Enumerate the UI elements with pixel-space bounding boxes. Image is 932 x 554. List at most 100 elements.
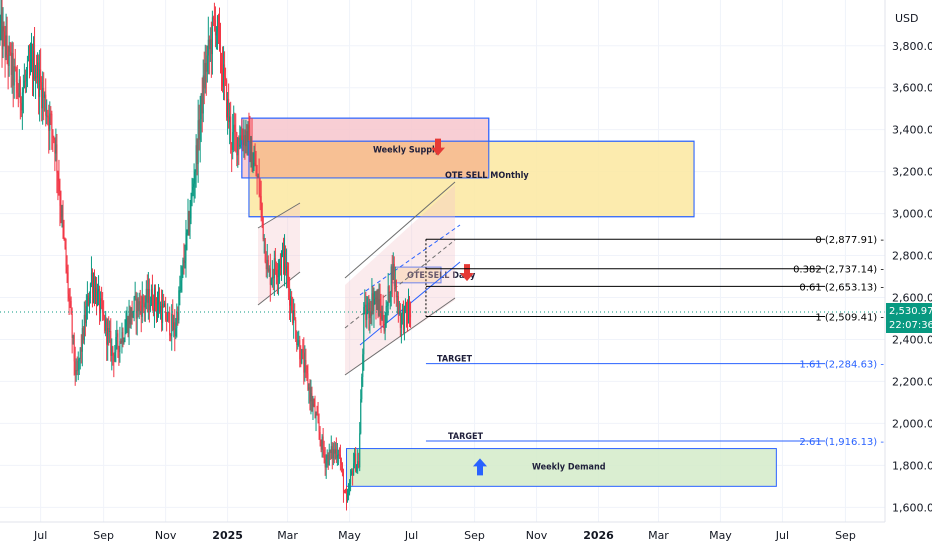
time-tick-label: 2025 (212, 529, 243, 542)
candle-body (0, 22, 1, 29)
candle-body (92, 283, 94, 294)
candlesticks (0, 0, 412, 511)
candle-body (327, 454, 329, 466)
candle-body (153, 288, 155, 311)
price-axis[interactable]: 3,800.00 3,600.00 3,400.00 3,200.00 3,000.00… (884, 0, 932, 522)
candle-body (391, 266, 393, 280)
candle-body (324, 455, 326, 468)
candle-body (326, 454, 328, 460)
candle-body (193, 183, 195, 188)
channel-line[interactable] (344, 181, 456, 279)
channel-line[interactable] (257, 271, 301, 306)
candle-body (284, 249, 286, 269)
price-tick-label: 2,400.00 (892, 333, 932, 346)
candle-body (168, 312, 170, 314)
candle-body (211, 17, 213, 55)
candle-body (363, 306, 365, 355)
target-label: TARGET (437, 355, 473, 365)
time-tick-label: Jul (404, 529, 418, 542)
candle-body (152, 307, 154, 311)
candle-body (59, 190, 61, 206)
candle-body (234, 124, 236, 131)
candle-body (133, 297, 135, 313)
candle-body (54, 140, 56, 154)
price-tick-label: 1,600.00 (892, 501, 932, 514)
candle-body (34, 50, 36, 79)
time-axis[interactable]: Jul Sep Nov 2025 Mar May Jul Sep Nov 2026 Mar May Ju… (0, 521, 885, 542)
candle-body (364, 304, 366, 307)
candle-body (166, 319, 168, 322)
candle-body (75, 370, 77, 375)
candle-body (237, 137, 239, 156)
candle-body (395, 280, 397, 298)
candle-body (5, 35, 7, 58)
fib-extension[interactable]: 0 (2,877.91) - 0.382 (2,737.14) - 0.61 (2,… (425, 235, 884, 448)
candle-body (172, 313, 174, 330)
candle-body (255, 163, 257, 176)
candle-body (398, 312, 400, 314)
candle-body (273, 258, 275, 279)
currency-label[interactable]: USD (895, 12, 919, 25)
candle-body (328, 449, 330, 466)
candle-body (60, 205, 62, 217)
candle-body (228, 99, 230, 123)
candle-body (159, 300, 161, 313)
candle-body (72, 335, 74, 338)
candle-body (365, 304, 367, 320)
candle-body (70, 301, 72, 314)
candle-body (405, 302, 407, 312)
candle-body (378, 299, 380, 316)
candle-body (261, 203, 263, 218)
candle-body (262, 217, 264, 240)
candle-body (263, 238, 265, 240)
candle-body (301, 349, 303, 364)
candle-body (397, 296, 399, 314)
current-price-tag: 2,530.97 22:07:36 (886, 303, 932, 334)
candle-body (294, 310, 296, 321)
candle-body (325, 459, 327, 468)
candle-body (127, 318, 129, 334)
zones[interactable]: Weekly Supply OTE SELL MOnthly OTE SELL Da… (241, 117, 777, 487)
target-label: TARGET (448, 432, 484, 442)
candle-body (100, 298, 102, 314)
candle-body (379, 299, 381, 310)
candle-body (187, 213, 189, 230)
candle-body (386, 305, 388, 307)
candle-body (140, 305, 142, 317)
candle-body (316, 414, 318, 416)
candle-body (24, 80, 26, 82)
time-tick-label: Mar (648, 529, 669, 542)
candle-body (308, 387, 310, 390)
candle-body (342, 472, 344, 493)
candle-body (297, 343, 299, 346)
candle-body (141, 296, 143, 317)
time-tick-label: Nov (155, 529, 177, 542)
candle-body (103, 312, 105, 316)
price-tick-label: 3,600.00 (892, 82, 932, 95)
candle-body (26, 60, 28, 75)
candle-body (48, 117, 50, 131)
candle-body (173, 322, 175, 330)
candle-body (236, 132, 238, 156)
candle-body (108, 327, 110, 333)
zone-outline (241, 117, 490, 179)
candle-body (224, 64, 226, 77)
candle-body (135, 295, 137, 319)
candle-body (323, 449, 325, 456)
channel-line[interactable] (257, 202, 301, 229)
candle-body (226, 80, 228, 118)
candle-body (355, 453, 357, 472)
candle-body (16, 82, 18, 93)
candle-body (388, 286, 390, 302)
candle-body (218, 27, 220, 32)
candle-body (23, 80, 25, 88)
candle-body (196, 145, 198, 165)
candle-body (51, 113, 53, 130)
candle-body (151, 289, 153, 308)
candle-body (356, 464, 358, 472)
zone-box[interactable] (346, 448, 777, 487)
candle-body (77, 360, 79, 371)
candle-body (132, 312, 134, 318)
